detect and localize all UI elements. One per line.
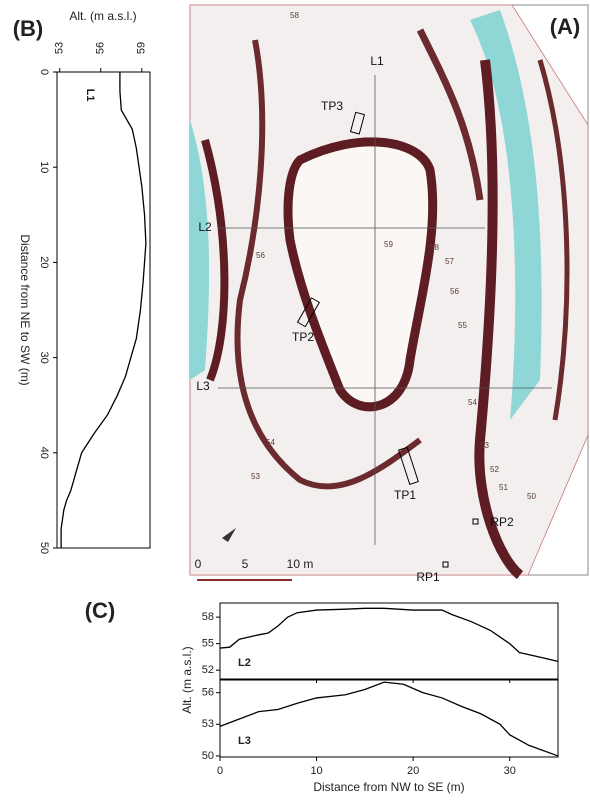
series-label: L1	[84, 89, 96, 102]
map-panel: (A) L1 L2 L3 TP1 TP2 TP3 RP1 RP2 58 59 5…	[189, 4, 589, 584]
contour-label: 53	[251, 472, 260, 481]
x-tick-label: 53	[54, 42, 66, 54]
pit-label: RP2	[490, 515, 514, 529]
y-tick-label: 20	[38, 256, 50, 268]
panel-label: (B)	[13, 16, 44, 41]
contour-label: 58	[430, 243, 439, 252]
contour-label: 52	[490, 465, 499, 474]
plot-frame	[219, 679, 559, 758]
x-axis-title: Distance from NW to SE (m)	[313, 780, 464, 794]
line-label: L3	[196, 379, 210, 393]
ridge	[474, 59, 524, 579]
line-label: L1	[370, 54, 384, 68]
profile-line	[219, 681, 559, 757]
pit	[349, 111, 366, 135]
contour-label: 54	[266, 438, 275, 447]
x-tick-label: 30	[504, 765, 516, 777]
y-tick-label: 50	[38, 542, 50, 554]
scale-label: 5	[242, 557, 249, 571]
contour-label: 59	[384, 240, 393, 249]
profile-line	[60, 72, 147, 548]
series-label: L2	[238, 657, 251, 669]
x-tick-label: 0	[217, 765, 223, 777]
pit	[442, 561, 449, 568]
contour-label: 56	[450, 287, 459, 296]
y-tick-label: 55	[202, 638, 214, 650]
pit	[398, 446, 419, 485]
x-axis-title: Alt. (m a.s.l.)	[69, 9, 136, 23]
x-tick-label: 20	[407, 765, 419, 777]
y-tick-label: 50	[202, 750, 214, 762]
x-tick-label: 59	[136, 42, 148, 54]
pit-label: TP1	[394, 488, 416, 502]
shade	[190, 120, 210, 380]
pit-label: TP3	[321, 99, 343, 113]
contour-label: 53	[480, 441, 489, 450]
shade	[470, 10, 542, 420]
y-tick-label: 56	[202, 687, 214, 699]
contour-label: 58	[290, 11, 299, 20]
y-tick-label: 40	[38, 447, 50, 459]
x-tick-label: 56	[95, 42, 107, 54]
contour-label: 54	[468, 398, 477, 407]
y-tick-label: 52	[202, 664, 214, 676]
contour-label: 50	[527, 492, 536, 501]
y-axis-title: Alt. (m a.s.l.)	[180, 646, 194, 713]
north-arrow	[222, 528, 236, 542]
contour-label: 55	[458, 321, 467, 330]
y-tick-label: 58	[202, 611, 214, 623]
y-axis-title: Distance from NE to SW (m)	[18, 234, 32, 385]
contour-label: 56	[256, 251, 265, 260]
ridge	[416, 28, 484, 201]
contour-label: 57	[445, 257, 454, 266]
y-tick-label: 53	[202, 718, 214, 730]
pit-label: RP1	[416, 570, 440, 584]
pit	[296, 297, 321, 328]
y-tick-label: 10	[38, 161, 50, 173]
profile-line	[219, 607, 559, 662]
pit-label: TP2	[292, 330, 314, 344]
panel-label: (C)	[85, 598, 116, 623]
scale-label: 10 m	[287, 557, 314, 571]
hill	[283, 137, 438, 412]
ridge	[537, 59, 570, 421]
panel-label: (A)	[550, 14, 581, 39]
y-tick-label: 30	[38, 351, 50, 363]
y-tick-label: 0	[38, 69, 50, 75]
series-label: L3	[238, 735, 251, 747]
ridge	[234, 39, 422, 490]
scale-label: 0	[195, 557, 202, 571]
contour-label: 51	[499, 483, 508, 492]
plot-frame	[56, 71, 151, 549]
plot-frame	[219, 602, 559, 680]
x-tick-label: 10	[310, 765, 322, 777]
ridge	[201, 138, 229, 382]
pit	[472, 518, 479, 525]
line-label: L2	[198, 220, 212, 234]
